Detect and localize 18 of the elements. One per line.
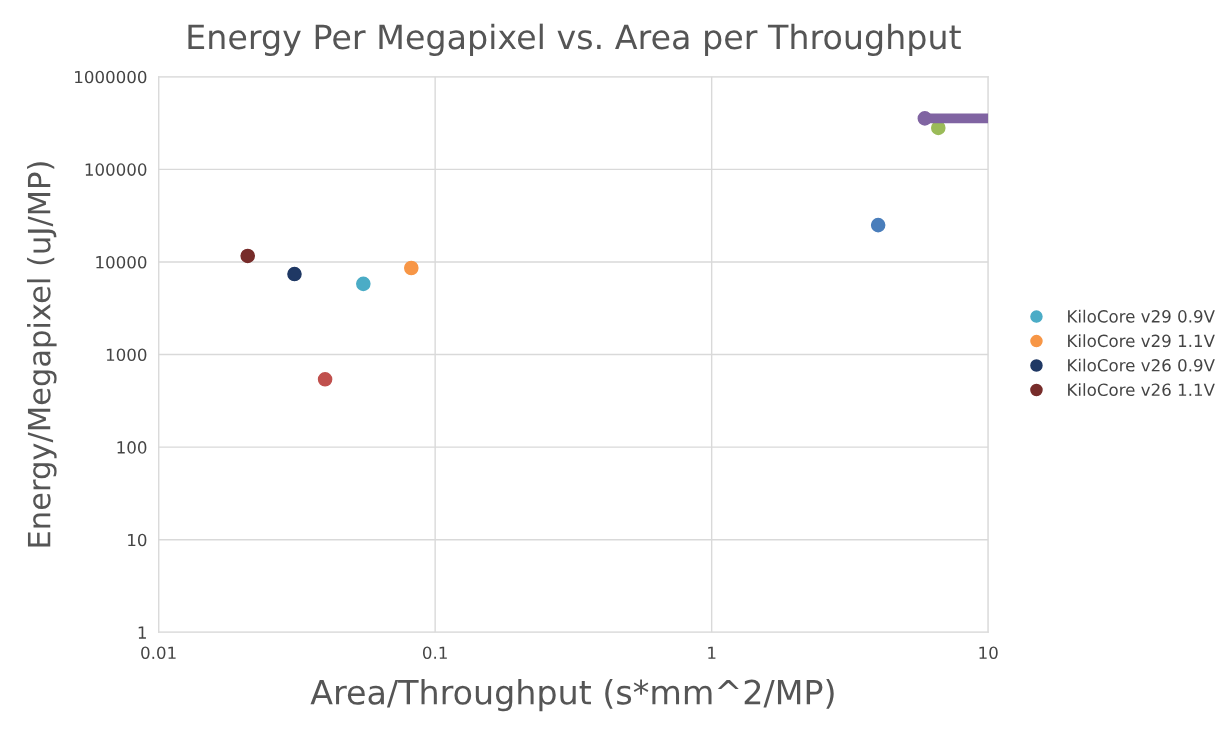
x-tick-label: 10 — [979, 646, 998, 660]
x-tick-label: 0.01 — [141, 646, 176, 660]
y-tick-label: 1 — [138, 626, 146, 639]
y-axis-title: Energy/Megapixel (uJ/MP) — [27, 162, 57, 547]
legend-label: KiloCore v26 0.9V — [1068, 358, 1215, 372]
legend-label: KiloCore v29 1.1V — [1068, 334, 1215, 348]
y-tick-label: 10 — [128, 533, 147, 547]
x-tick-label: 0.1 — [422, 646, 447, 660]
y-tick-label: 1000000 — [75, 70, 147, 84]
y-tick-label: 1000 — [106, 348, 147, 362]
y-tick-label: 10000 — [96, 255, 147, 269]
y-tick-label: 100 — [117, 441, 147, 454]
x-axis-title: Area/Throughput (s*mm^2/MP) — [310, 679, 834, 712]
y-tick-label: 100000 — [85, 163, 147, 176]
legend-label: KiloCore v29 0.9V — [1068, 309, 1215, 323]
chart-title: Energy Per Megapixel vs. Area per Throughput — [188, 23, 961, 56]
legend-label: KiloCore v26 1.1V — [1068, 383, 1215, 397]
x-tick-label: 1 — [708, 646, 716, 659]
